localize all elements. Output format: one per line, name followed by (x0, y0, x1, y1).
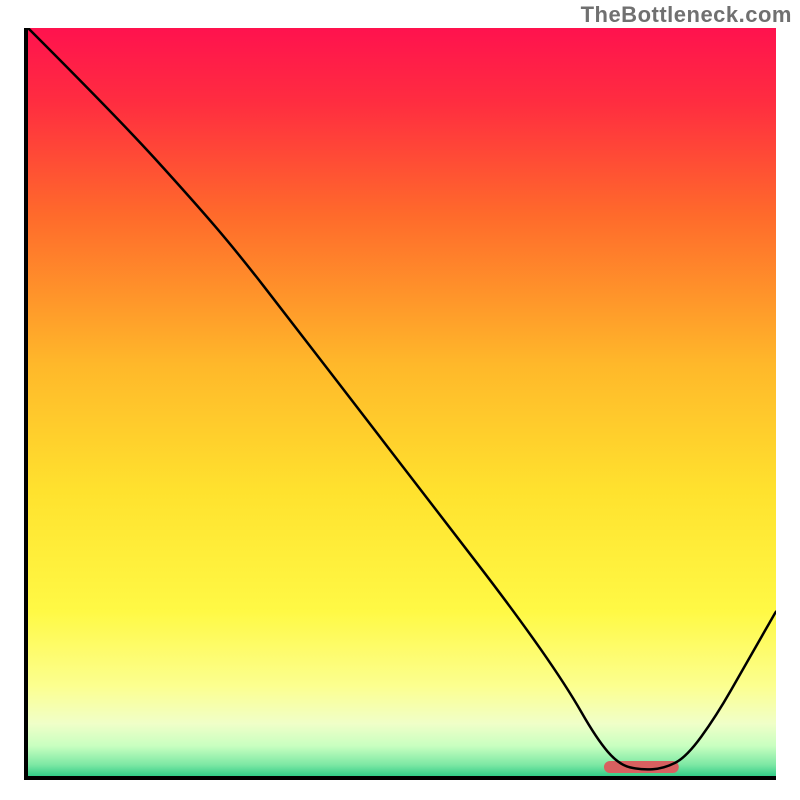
chart-frame: TheBottleneck.com (0, 0, 800, 800)
plot-area (24, 28, 776, 780)
watermark-text: TheBottleneck.com (581, 2, 792, 28)
chart-background (28, 28, 776, 776)
chart-svg (28, 28, 776, 776)
